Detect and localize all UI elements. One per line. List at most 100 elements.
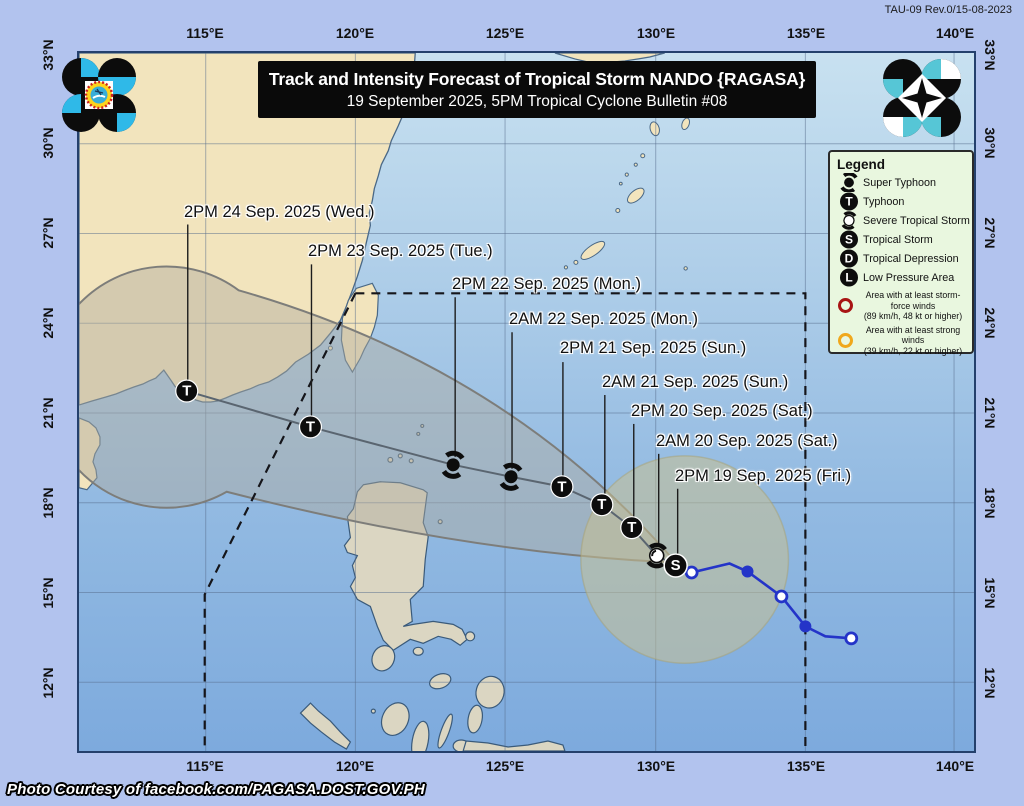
tropical-depression-icon: D <box>837 249 861 268</box>
taiwan-island <box>340 282 379 374</box>
past-point-open <box>844 631 859 646</box>
track-label: 2PM 19 Sep. 2025 (Fri.) <box>675 467 852 485</box>
track-label: 2PM 21 Sep. 2025 (Sun.) <box>560 339 747 357</box>
severe-tropical-storm-icon <box>837 211 861 230</box>
legend-item-low-pressure-area: L Low Pressure Area <box>837 268 968 287</box>
low-pressure-area-icon: L <box>837 268 861 287</box>
bulletin-title: Track and Intensity Forecast of Tropical… <box>268 69 806 89</box>
dost-logo <box>60 56 138 139</box>
legend-area-strong-winds: Area with at least strong winds (39 km/h… <box>837 325 968 357</box>
lat-label-right: 21°N <box>982 397 998 429</box>
storm-force-winds-ring <box>838 298 853 314</box>
lat-label-left: 12°N <box>40 667 56 699</box>
super-typhoon-icon <box>837 173 861 192</box>
svg-text:L: L <box>845 271 852 285</box>
svg-text:T: T <box>597 496 606 513</box>
super-typhoon-icon <box>441 450 465 479</box>
super-typhoon-icon <box>499 462 523 491</box>
past-point-open <box>774 589 789 604</box>
legend-item-severe-tropical-storm: Severe Tropical Storm <box>837 211 970 230</box>
lat-label-left: 33°N <box>40 39 56 71</box>
lon-label-top: 125°E <box>485 25 525 41</box>
legend-area-line2: (39 km/h, 22 kt or higher) <box>863 345 963 356</box>
severe-tropical-storm-icon <box>646 542 667 569</box>
legend-item-label: Low Pressure Area <box>863 271 955 284</box>
forecast-map: T T T T T <box>77 51 976 753</box>
track-label: 2PM 23 Sep. 2025 (Tue.) <box>308 242 493 260</box>
track-label: 2AM 20 Sep. 2025 (Sat.) <box>656 432 838 450</box>
par-boundary <box>203 292 807 751</box>
luzon-island <box>343 481 468 652</box>
ryukyu-islands <box>327 117 691 351</box>
svg-text:S: S <box>845 233 853 247</box>
lat-label-left: 30°N <box>40 127 56 159</box>
legend-area-label: Area with at least strong winds (39 km/h… <box>858 325 968 357</box>
legend-item-label: Severe Tropical Storm <box>863 214 970 227</box>
document-reference: TAU-09 Rev.0/15-08-2023 <box>884 4 1012 16</box>
track-label: 2PM 24 Sep. 2025 (Wed.) <box>184 203 375 221</box>
lon-label-top: 130°E <box>636 25 676 41</box>
legend-area-storm-force: Area with at least storm-force winds (89… <box>837 290 968 322</box>
lat-label-right: 24°N <box>982 307 998 339</box>
typhoon-icon: T <box>837 192 861 211</box>
china-landmass <box>79 53 416 406</box>
lat-label-left: 21°N <box>40 397 56 429</box>
legend-item-label: Typhoon <box>863 195 905 208</box>
lat-label-right: 33°N <box>982 39 998 71</box>
svg-text:T: T <box>845 195 853 209</box>
svg-text:T: T <box>557 478 566 495</box>
track-label: 2PM 20 Sep. 2025 (Sat.) <box>631 402 813 420</box>
bulletin-subtitle: 19 September 2025, 5PM Tropical Cyclone … <box>346 93 728 110</box>
lon-label-bottom: 125°E <box>485 758 525 774</box>
typhoon-icon: T <box>620 516 644 540</box>
lon-label-bottom: 135°E <box>786 758 826 774</box>
svg-text:T: T <box>306 418 315 435</box>
legend-item-label: Tropical Depression <box>863 252 959 265</box>
track-label: 2AM 22 Sep. 2025 (Mon.) <box>509 310 698 328</box>
typhoon-icon: T <box>590 493 614 517</box>
track-label: 2AM 21 Sep. 2025 (Sun.) <box>602 373 789 391</box>
lat-label-left: 27°N <box>40 217 56 249</box>
photo-credit: Photo Courtesy of facebook.com/PAGASA.DO… <box>7 781 425 798</box>
tropical-storm-icon: S <box>663 553 688 578</box>
legend-item-super-typhoon: Super Typhoon <box>837 173 968 192</box>
philippine-islands <box>299 423 566 751</box>
svg-text:S: S <box>671 557 681 574</box>
pagasa-logo-petals <box>883 59 961 137</box>
lat-label-right: 12°N <box>982 667 998 699</box>
legend-area-line1: Area with at least strong winds <box>865 324 961 346</box>
svg-text:D: D <box>845 252 854 266</box>
legend-item-label: Super Typhoon <box>863 176 937 189</box>
lat-label-left: 24°N <box>40 307 56 339</box>
label-leader-lines <box>187 224 679 554</box>
svg-text:T: T <box>182 383 191 400</box>
typhoon-icon: T <box>298 415 323 439</box>
typhoon-icon: T <box>550 475 574 499</box>
leizhou-hainan-land <box>79 417 101 491</box>
past-point-open <box>684 565 699 580</box>
lat-label-right: 27°N <box>982 217 998 249</box>
typhoon-icon: T <box>175 379 199 403</box>
legend-item-label: Tropical Storm <box>863 233 933 246</box>
lat-label-left: 18°N <box>40 487 56 519</box>
legend-item-tropical-storm: S Tropical Storm <box>837 230 968 249</box>
track-label: 2PM 22 Sep. 2025 (Mon.) <box>452 275 641 293</box>
past-point-filled <box>799 620 812 633</box>
legend-item-tropical-depression: D Tropical Depression <box>837 249 968 268</box>
pagasa-logo <box>878 57 966 144</box>
svg-text:T: T <box>627 519 636 536</box>
legend-panel: Legend Super Typhoon T Typhoon Severe Tr… <box>828 150 974 357</box>
forecast-uncertainty-cone <box>79 265 678 564</box>
past-track <box>675 562 859 646</box>
legend-title: Legend <box>837 157 886 172</box>
graticule <box>79 53 974 751</box>
lon-label-top: 120°E <box>335 25 375 41</box>
lon-label-top: 140°E <box>935 25 975 41</box>
palawan-island <box>299 702 352 750</box>
lat-label-right: 15°N <box>982 577 998 609</box>
strong-winds-ring <box>838 332 853 348</box>
map-canvas: T T T T T <box>79 53 974 751</box>
past-point-filled <box>741 565 754 578</box>
mindanao-tip <box>462 740 566 751</box>
